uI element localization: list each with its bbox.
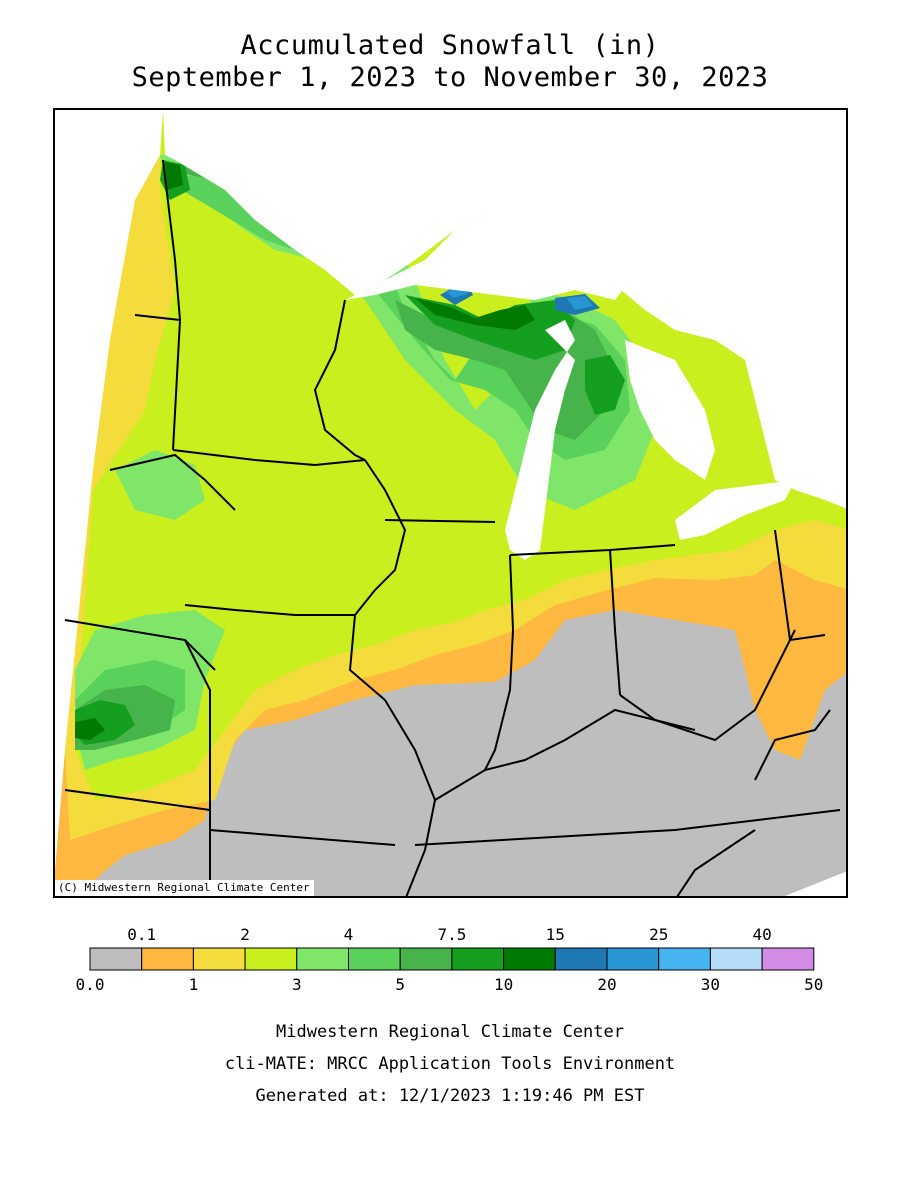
border-sd-ne [109,453,236,511]
legend-bottom-label: 0.0 [76,975,105,994]
region-15-20 [440,280,600,315]
legend-bottom-label: 20 [597,975,616,994]
legend-bottom-label: 30 [701,975,720,994]
legend-swatch [554,947,608,971]
legend-swatch [709,947,763,971]
legend-swatch [192,947,246,971]
border-mn-ia [172,449,366,467]
canada-land [163,110,846,509]
border-nd-sd [134,314,181,321]
legend-canvas: 0.1 2 4 7.5 15 25 40 0.0 1 3 5 10 20 30 50 [76,925,824,994]
legend-swatch [761,947,815,971]
map-title: Accumulated Snowfall (in) [240,30,660,61]
border-mn-wi [313,299,366,461]
snowfall-map: (C) Midwestern Regional Climate Center [53,108,848,898]
border-nd-mn [162,159,182,451]
legend-swatches [89,947,815,971]
legend-top-label: 7.5 [437,925,466,944]
border-tn-nc [676,829,756,896]
state-borders [64,159,841,896]
border-mo-ar [209,829,396,846]
map-canvas [55,110,846,896]
legend-top-labels: 0.1 2 4 7.5 15 25 40 [127,925,771,944]
lake-erie [675,480,795,540]
border-wv-va [754,709,831,781]
border-ia-il [354,459,407,616]
legend-top-label: 0.1 [127,925,156,944]
legend-bottom-label: 1 [189,975,199,994]
lake-michigan [505,320,575,560]
border-ks-mo [184,639,211,896]
border-oh-ky-wv [619,629,796,742]
footer-generated-time: Generated at: 12/1/2023 1:19:46 PM EST [255,1086,645,1106]
border-ia-mo [184,604,355,616]
legend-bottom-label: 50 [804,975,823,994]
region-5-7-5 [75,160,615,750]
lake-huron [625,340,715,480]
legend-top-label: 25 [649,925,668,944]
border-mo-il [348,614,437,896]
footer-organization: Midwestern Regional Climate Center [276,1022,624,1042]
border-wi-il [384,519,496,523]
legend-bottom-label: 5 [395,975,405,994]
border-ks-ok [64,789,211,811]
border-in-oh [609,549,621,696]
legend-top-label: 2 [240,925,250,944]
legend-bottom-label: 3 [292,975,302,994]
legend-swatch [606,947,660,971]
legend-swatch [658,947,711,971]
legend-bottom-label: 10 [494,975,513,994]
legend-bottom-labels: 0.0 1 3 5 10 20 30 50 [76,975,824,994]
color-legend: 0.1 2 4 7.5 15 25 40 0.0 1 3 5 10 20 30 50 [0,918,900,1008]
legend-swatch [89,947,143,971]
legend-top-label: 4 [344,925,354,944]
border-ky-tn [414,809,841,846]
map-date-range: September 1, 2023 to November 30, 2023 [131,62,769,93]
outside-domain-right [785,871,846,896]
legend-swatch [451,947,505,971]
legend-top-label: 15 [546,925,565,944]
border-il-in [484,554,515,771]
legend-top-label: 40 [752,925,771,944]
footer-application: cli-MATE: MRCC Application Tools Environ… [224,1054,676,1074]
legend-swatch [399,947,453,971]
legend-swatch [348,947,401,971]
map-copyright: (C) Midwestern Regional Climate Center [55,880,314,896]
border-mi-in-oh [509,544,676,556]
legend-swatch [296,947,349,971]
outside-domain-left [55,110,163,870]
legend-swatch [244,947,298,971]
legend-swatch [141,947,194,971]
legend-swatch [503,947,556,971]
